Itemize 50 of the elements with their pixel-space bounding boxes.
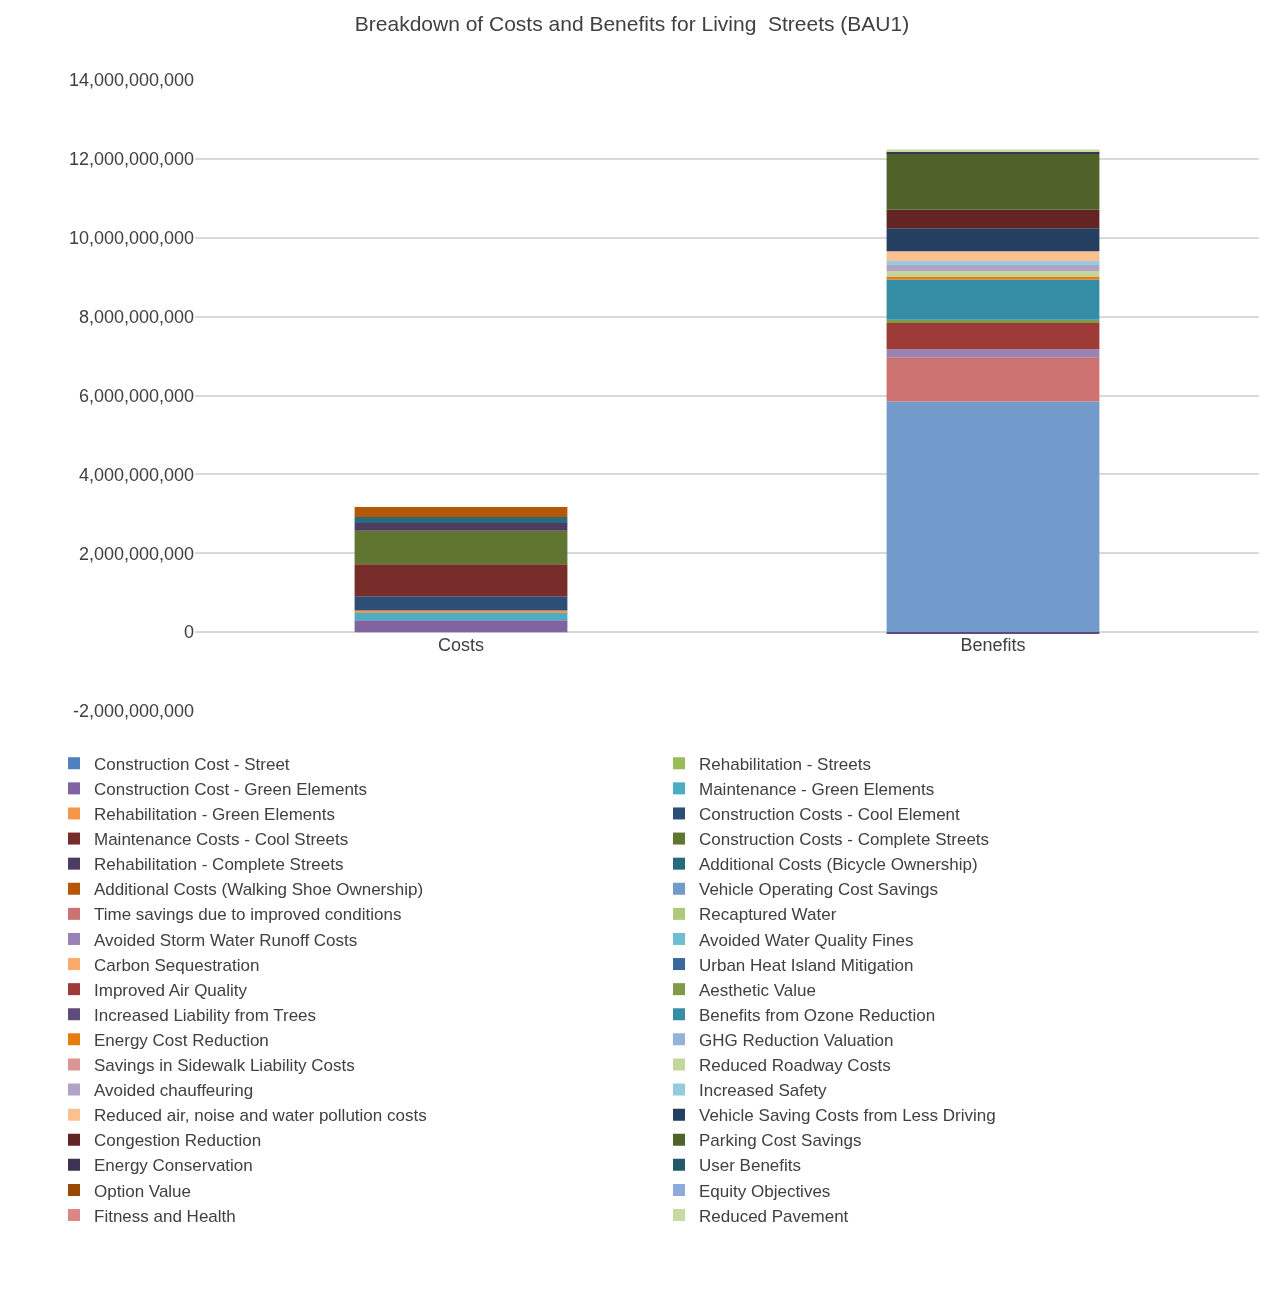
y-tick-label: 10,000,000,000 [68,228,194,249]
legend-label: Parking Cost Savings [699,1131,862,1151]
legend-label: Carbon Sequestration [94,955,260,975]
legend-label: GHG Reduction Valuation [699,1030,894,1050]
legend-label: Option Value [94,1181,192,1201]
legend-label: Additional Costs (Bicycle Ownership) [699,855,978,875]
legend-label: Maintenance Costs - Cool Streets [94,830,349,850]
legend-label: Increased Safety [699,1081,828,1101]
legend-label: Construction Cost - Green Elements [94,779,368,799]
legend-label: Vehicle Saving Costs from Less Driving [699,1106,996,1126]
legend-label: Avoided Storm Water Runoff Costs [94,930,358,950]
legend-label: Congestion Reduction [94,1131,262,1151]
y-tick-label: 14,000,000,000 [68,70,194,91]
legend-label: Increased Liability from Trees [94,1005,317,1025]
legend-label: Fitness and Health [94,1206,236,1226]
y-tick-label: 8,000,000,000 [78,306,194,327]
legend-label: Reduced Pavement [699,1206,849,1226]
legend-label: Improved Air Quality [94,980,248,1000]
legend-label: Urban Heat Island Mitigation [699,955,914,975]
y-tick-label: 12,000,000,000 [68,149,194,170]
legend-label: Reduced air, noise and water pollution costs [94,1106,427,1126]
legend-label: Recaptured Water [699,905,837,925]
legend-label: User Benefits [699,1156,802,1176]
legend-label: Additional Costs (Walking Shoe Ownership) [94,880,424,900]
legend-label: Energy Conservation [94,1156,253,1176]
legend-label: Reduced Roadway Costs [699,1056,891,1076]
legend-label: Maintenance - Green Elements [699,779,935,799]
legend-label: Rehabilitation - Complete Streets [94,855,344,875]
x-tick-label: Costs [437,635,485,656]
legend-label: Vehicle Operating Cost Savings [699,880,939,900]
legend-label: Benefits from Ozone Reduction [699,1005,936,1025]
x-tick-label: Benefits [960,635,1026,656]
legend-label: Construction Costs - Complete Streets [699,830,990,850]
legend-label: Avoided Water Quality Fines [699,930,914,950]
y-tick-label: 4,000,000,000 [78,464,194,485]
chart-title: Breakdown of Costs and Benefits for Living Streets (BAU1) [354,12,910,36]
y-tick-label: -2,000,000,000 [72,701,194,722]
legend-label: Rehabilitation - Streets [699,754,871,774]
legend-label: Rehabilitation - Green Elements [94,805,335,825]
legend-label: Time savings due to improved conditions [94,905,402,925]
y-tick-label: 6,000,000,000 [78,385,194,406]
legend-label: Aesthetic Value [699,980,816,1000]
y-tick-label: 2,000,000,000 [78,543,194,564]
y-tick-label: 0 [183,622,194,643]
legend-label: Avoided chauffeuring [94,1081,254,1101]
legend-label: Equity Objectives [699,1181,831,1201]
legend-label: Construction Costs - Cool Element [699,805,961,825]
legend-label: Savings in Sidewalk Liability Costs [94,1056,355,1076]
legend-label: Construction Cost - Street [94,754,290,774]
legend-label: Energy Cost Reduction [94,1030,269,1050]
